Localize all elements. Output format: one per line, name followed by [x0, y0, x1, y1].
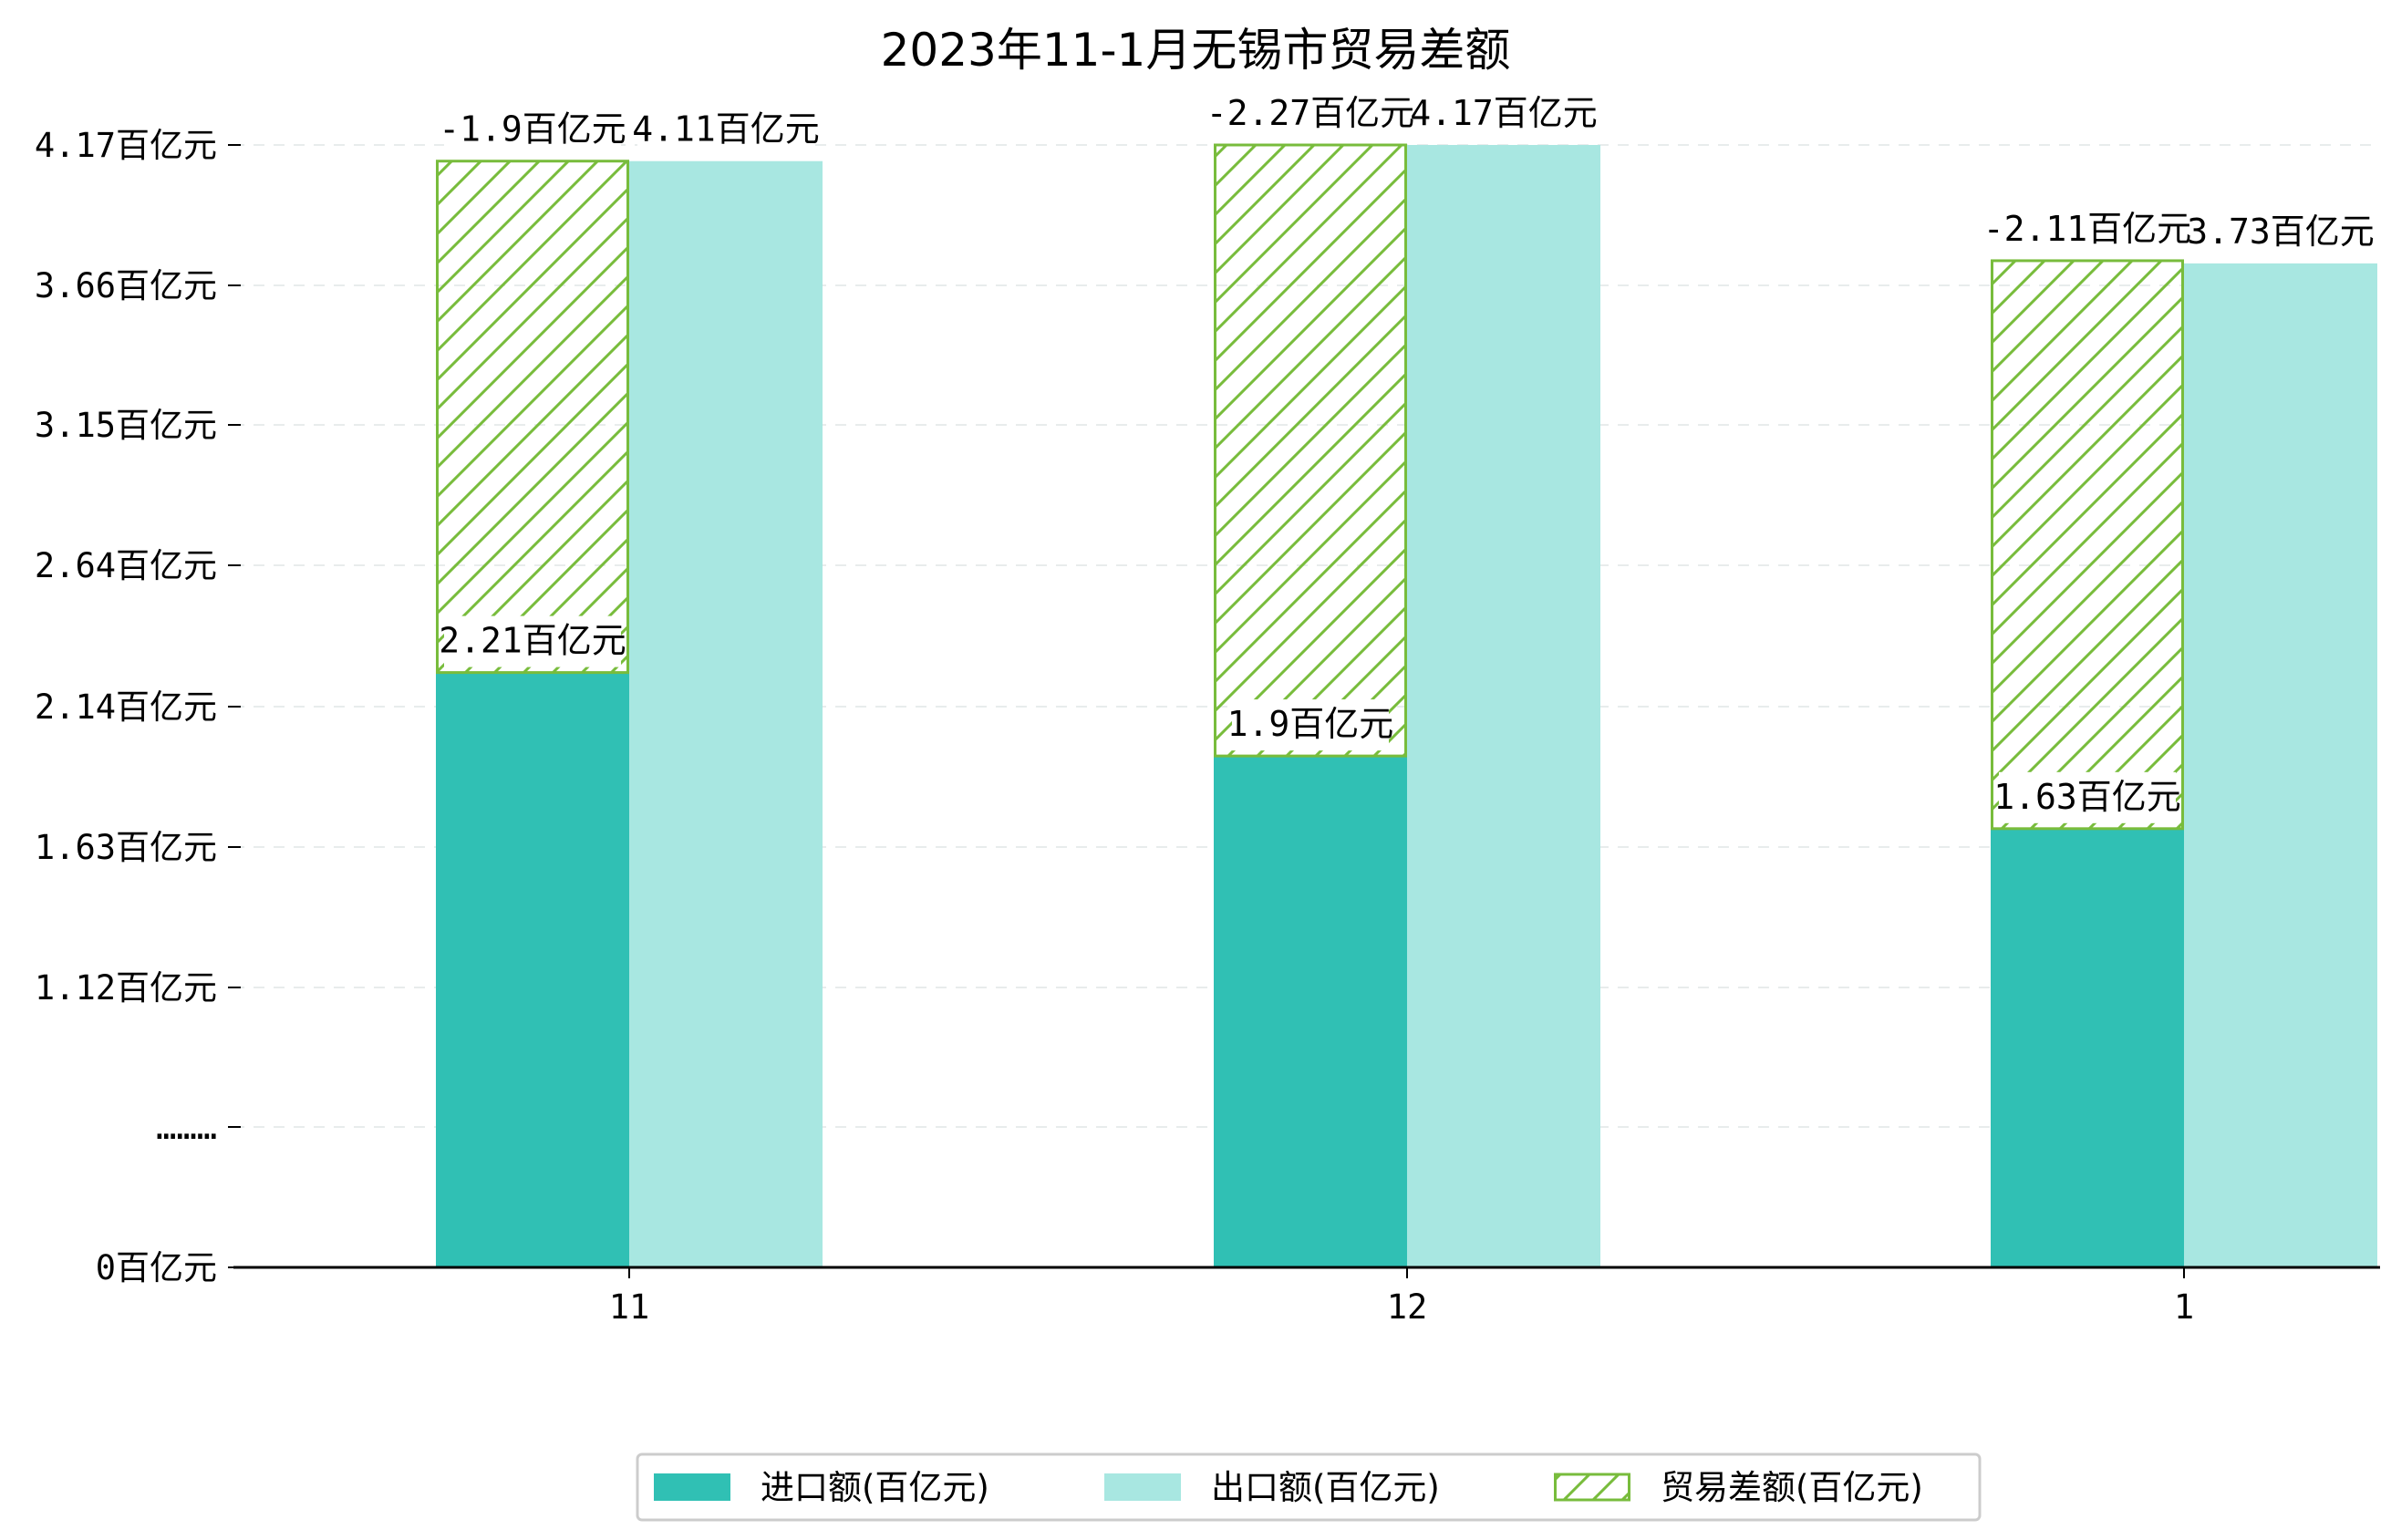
y-tick-label: 2.64百亿元 — [35, 546, 217, 585]
import-value-label: 2.21百亿元 — [439, 621, 626, 661]
bar-trade-balance — [1214, 143, 1407, 758]
export-value-label-bg — [2192, 206, 2369, 258]
export-value-label: 3.73百亿元 — [2187, 212, 2375, 252]
trade-balance-value-label-bg — [444, 104, 621, 156]
export-value-label: 4.11百亿元 — [632, 109, 820, 150]
legend: 进口额(百亿元) 出口额(百亿元) 贸易差额(百亿元) — [636, 1452, 1982, 1522]
import-value-label-bg — [1232, 699, 1389, 751]
legend-swatch-export — [1104, 1473, 1181, 1501]
trade-balance-value-label: -2.11百亿元 — [1983, 209, 2191, 249]
y-tick-label: 4.17百亿元 — [35, 126, 217, 165]
bar-trade-balance — [436, 160, 629, 675]
bar-export — [2184, 263, 2377, 1268]
import-value-label-bg — [444, 615, 621, 667]
trade-balance-value-label: -1.9百亿元 — [439, 109, 626, 150]
y-tick-label: 2.14百亿元 — [35, 687, 217, 727]
export-value-label-bg — [1415, 88, 1592, 140]
y-tick-label: ……… — [156, 1108, 217, 1147]
y-tick-label: 3.15百亿元 — [35, 406, 217, 445]
chart-title: 2023年11-1月无锡市贸易差额 — [881, 24, 1511, 77]
y-tick-label: 3.66百亿元 — [35, 266, 217, 305]
x-tick-label: 11 — [609, 1287, 650, 1327]
legend-swatch-balance — [1554, 1473, 1630, 1502]
legend-label-export: 出口额(百亿元) — [1211, 1468, 1440, 1507]
export-value-label: 4.17百亿元 — [1410, 93, 1598, 133]
bar-import — [1214, 756, 1407, 1267]
y-tick-label: 1.63百亿元 — [35, 828, 217, 867]
data-labels: 2.21百亿元 4.11百亿元-1.9百亿元 1.9百亿元 4.17百亿元-2.27百… — [439, 88, 2375, 823]
legend-swatch-import — [654, 1473, 730, 1501]
trade-balance-value-label-bg — [1989, 203, 2186, 255]
trade-balance-value-label: -2.27百亿元 — [1206, 93, 1414, 133]
trade-balance-value-label-bg — [1212, 88, 1409, 140]
x-tick-label: 12 — [1387, 1287, 1428, 1327]
y-tick-label: 0百亿元 — [96, 1248, 217, 1287]
legend-label-import: 进口额(百亿元) — [761, 1468, 989, 1507]
import-value-label: 1.63百亿元 — [1993, 777, 2181, 817]
legend-label-balance: 贸易差额(百亿元) — [1661, 1468, 1923, 1507]
bar-export — [629, 160, 823, 1267]
y-axis: 0百亿元 ……… 1.12百亿元 1.63百亿元 2.14百亿元 2.64百亿元 3.15百… — [35, 126, 241, 1287]
x-axis: 11 12 1 — [233, 1266, 2380, 1327]
x-tick-label: 1 — [2174, 1287, 2194, 1327]
import-value-label-bg — [1999, 771, 2176, 823]
legend-frame — [636, 1452, 1982, 1522]
bar-export — [1407, 145, 1600, 1267]
export-value-label-bg — [637, 104, 814, 156]
bar-import — [436, 672, 629, 1267]
y-tick-label: 1.12百亿元 — [35, 968, 217, 1008]
bar-import — [1991, 828, 2184, 1267]
import-value-label: 1.9百亿元 — [1227, 704, 1394, 744]
bar-trade-balance — [1991, 259, 2184, 831]
bars — [436, 143, 2377, 1268]
